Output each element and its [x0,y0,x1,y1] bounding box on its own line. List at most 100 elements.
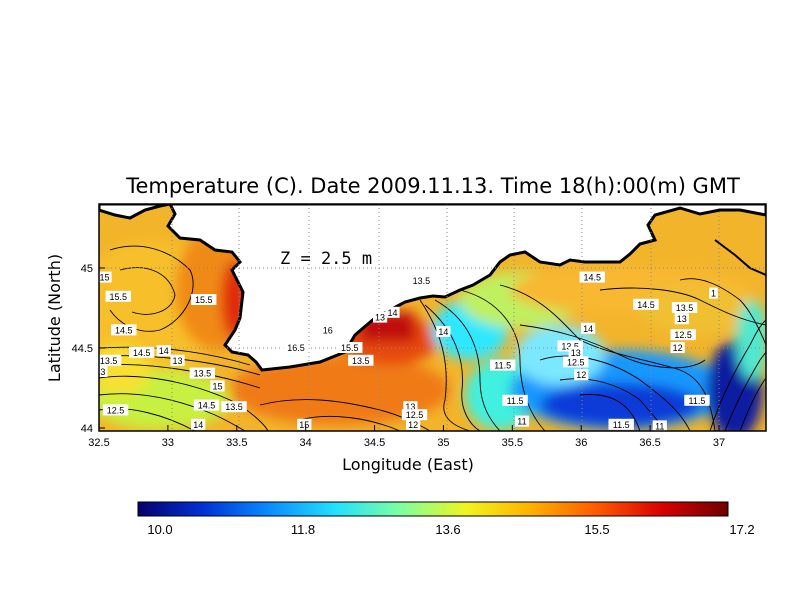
contour-label-box [129,346,155,358]
contour-label-text: 13 [405,402,415,412]
contour-label-text: 13 [173,356,183,366]
x-tick-label: 35.5 [502,437,523,449]
contour-label-box [652,420,667,431]
contour-label-text: 15.5 [341,343,359,353]
contour-label: 11.5 [489,359,516,371]
contour-label: 13 [568,346,583,358]
colorbar-tick-label: 15.5 [584,522,609,537]
colorbar-tick-label: 10.0 [147,522,172,537]
contour-label-text: 13.5 [194,369,212,379]
y-tick-label: 44.5 [72,343,93,355]
contour-label: 12.5 [563,356,589,368]
contour-label: 13.5 [557,340,583,352]
x-axis-ticks: 32.5 33 33.5 34 34.5 35 35.5 36 36.5 37 [88,425,725,449]
contour-label-text: 13.5 [225,402,243,412]
contour-label: 16.5 [283,342,309,353]
contour-label-box [670,329,696,341]
contour-label: 13.5 [408,274,435,286]
contour-label: 12.5 [102,404,129,416]
x-tick-label: 32.5 [88,437,109,449]
contour-label: 14.5 [193,399,220,411]
contour-label-text: 1 [711,289,716,299]
contour-label-box [320,324,335,336]
contour-label-text: 13.5 [561,341,579,351]
contour-label-text: 11.5 [689,396,706,406]
y-tick-label: 45 [81,263,93,275]
contour-label: 15 [210,380,225,392]
contour-label: 12 [670,342,685,353]
contour-label-box [684,394,710,406]
contour-label-text: 15 [100,273,110,283]
contour-label: 15.5 [191,294,217,305]
contour-label-text: 13.5 [352,356,370,366]
contour-label-box [401,409,428,421]
contour-label-box [489,359,516,371]
contour-label-text: 14.5 [133,348,151,358]
contour-label: 13 [372,311,388,323]
contour-label: 12 [406,418,421,430]
contour-label-box [283,342,309,353]
contour-label-box [670,342,685,353]
contour-label-text: 15 [299,420,309,430]
contour-label-text: 13 [375,313,385,323]
contour-label: 12.5 [401,409,428,421]
depth-label: Z = 2.5 m [280,249,372,269]
contour-label-box [221,401,247,413]
contour-label: 1 [709,287,718,299]
contour-label-box [574,369,589,381]
contour-label: 14.5 [579,271,605,283]
contour-label: 16 [320,324,335,336]
contour-label-box [348,354,374,366]
x-axis-label: Longitude (East) [342,455,474,474]
contour-label-text: 12 [408,420,418,430]
contour-label-text: 13.5 [676,303,694,313]
contour-label-box [105,290,131,302]
contour-label-box [403,401,418,413]
contour-label: 14.5 [633,298,659,310]
contour-label: 13.5 [99,354,122,366]
contour-label-box [99,271,112,283]
contour-label-box [297,418,312,430]
contour-label: 14.5 [111,324,137,336]
y-axis-ticks: 45 44.5 44 [72,263,105,435]
contour-label: 14 [191,418,206,430]
contour-label: 14.5 [129,346,155,358]
contour-label-box [111,324,137,336]
chart-title: Temperature (C). Date 2009.11.13. Time 1… [125,174,740,198]
contour-label-box [436,326,451,337]
contour-label-box [193,399,220,411]
contour-label-text: 14.5 [115,325,133,335]
contour-label: 11.5 [684,394,710,406]
contour-label-box [102,404,129,416]
colorbar-tick-label: 11.8 [291,522,315,537]
contour-label: 11.5 [502,394,528,406]
contour-label-text: 11.5 [613,420,630,430]
contour-label: 12.5 [670,329,696,341]
contour-label-text: 13 [95,367,105,377]
colorbar-tick-label: 13.6 [435,522,460,537]
contour-label: 15 [99,271,112,283]
x-tick-label: 35 [437,437,449,449]
colorbar-tick-label: 17.2 [729,522,754,537]
contour-label: 14 [156,345,171,357]
x-tick-label: 36 [575,437,587,449]
contour-label: 15.5 [105,290,131,302]
contour-label-box [337,342,363,353]
contour-label-box [633,298,659,310]
contour-label-box [557,340,583,352]
contour-label-box [709,287,718,299]
contour-label-text: 11.5 [507,396,524,406]
contour-label-text: 12.5 [406,410,424,420]
contour-label-text: 12.5 [567,357,585,367]
contour-label-text: 16.5 [287,343,305,353]
contour-label-box [191,418,206,430]
contour-label-text: 15 [212,381,222,391]
contour-label: 13 [403,401,418,413]
contour-label: 13.5 [671,302,698,313]
y-axis-label: Latitude (North) [45,254,64,382]
contour-label: 13.5 [348,354,374,366]
contour-label-text: 14 [583,324,593,334]
contour-label-text: 14 [193,420,203,430]
contour-label: 15 [297,418,312,430]
